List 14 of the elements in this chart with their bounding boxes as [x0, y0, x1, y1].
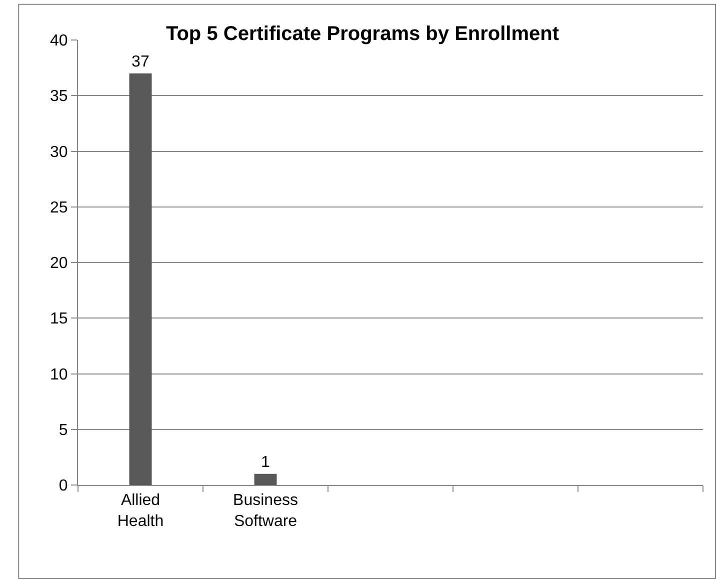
y-tick-label: 10	[50, 366, 68, 384]
y-tick-label: 0	[58, 478, 68, 495]
x-tick-label: Allied Health	[117, 492, 164, 530]
data-label: 37	[132, 53, 150, 70]
x-tick-label: Business Software	[233, 492, 298, 530]
y-tick-label: 40	[50, 32, 68, 50]
chart-title: Top 5 Certificate Programs by Enrollment	[166, 23, 560, 46]
y-tick-label: 30	[50, 144, 68, 161]
y-tick-label: 25	[50, 199, 68, 216]
y-tick-label: 5	[58, 422, 68, 439]
y-tick-label: 20	[50, 255, 68, 272]
y-tick-label: 35	[50, 88, 68, 106]
y-tick-label: 15	[50, 310, 68, 328]
data-label: 1	[261, 454, 270, 471]
